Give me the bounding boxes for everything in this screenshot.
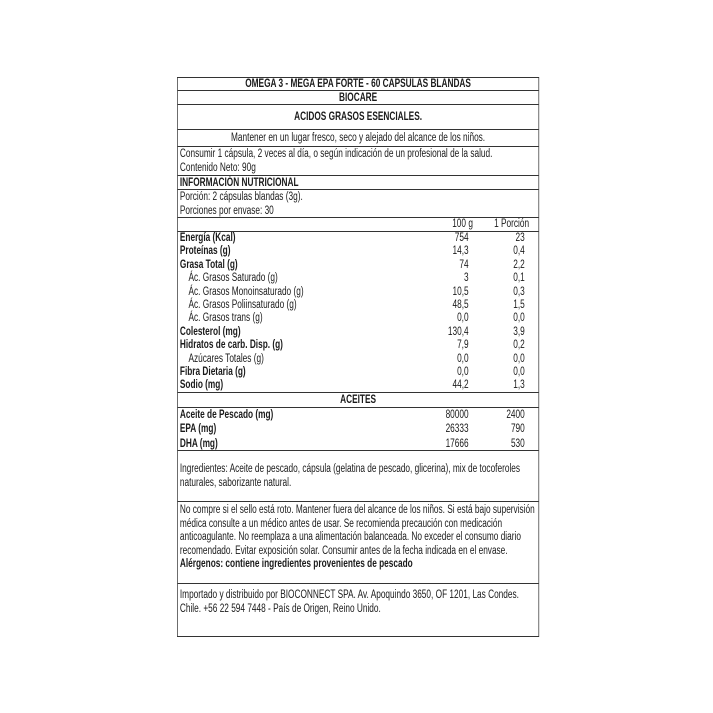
serving-size: Porción: 2 cápsulas blandas (3g). bbox=[179, 191, 303, 203]
oil-name: DHA (mg) bbox=[179, 437, 218, 450]
nutrient-row: Sodio (mg) 44,2 1,3 bbox=[180, 379, 536, 392]
storage-text: Mantener en un lugar fresco, seco y alej… bbox=[177, 130, 539, 147]
usage-text: Consumir 1 cápsula, 2 veces al día, o se… bbox=[179, 148, 493, 160]
product-title: OMEGA 3 - MEGA EPA FORTE - 60 CAPSULAS B… bbox=[177, 78, 539, 91]
nutrition-label: OMEGA 3 - MEGA EPA FORTE - 60 CAPSULAS B… bbox=[177, 77, 540, 637]
nutrient-value-100g: 48,5 bbox=[452, 298, 469, 311]
nutrient-value-100g: 44,2 bbox=[452, 379, 469, 392]
nutrient-name: Ác. Grasos Saturado (g) bbox=[188, 272, 278, 285]
nutrient-value-portion: 23 bbox=[515, 232, 525, 244]
oil-value-100g: 80000 bbox=[445, 409, 469, 421]
nutrient-value-portion: 2,2 bbox=[513, 258, 525, 271]
oil-name: EPA (mg) bbox=[179, 423, 217, 436]
nutrient-row: Proteínas (g) 14,3 0,4 bbox=[180, 245, 536, 258]
oil-row: EPA (mg) 26333 790 bbox=[180, 422, 536, 436]
serving-section: Porción: 2 cápsulas blandas (3g). Porcio… bbox=[177, 190, 539, 218]
nutrient-row: Hidratos de carb. Disp. (g) 7,9 0,2 bbox=[180, 339, 536, 352]
ingredients: Ingredientes: Aceite de pescado, cápsula… bbox=[177, 451, 539, 502]
nutrient-name: Proteínas (g) bbox=[179, 245, 231, 258]
nutrient-value-portion: 1,3 bbox=[513, 379, 525, 392]
nutrient-name: Azúcares Totales (g) bbox=[188, 352, 264, 365]
col-header-100g: 100 g bbox=[452, 218, 473, 230]
importer-text: Importado y distribuido por BIOCONNECT S… bbox=[179, 589, 519, 615]
warnings-text: No compre si el sello está roto. Mantene… bbox=[179, 504, 535, 557]
nutrient-name: Grasa Total (g) bbox=[179, 258, 238, 271]
nutrient-name: Ác. Grasos trans (g) bbox=[188, 312, 263, 325]
oil-row: Aceite de Pescado (mg) 80000 2400 bbox=[180, 408, 536, 422]
oil-value-100g: 26333 bbox=[445, 423, 469, 436]
oil-value-portion: 530 bbox=[510, 437, 525, 450]
nutrient-name: Hidratos de carb. Disp. (g) bbox=[179, 339, 283, 352]
nutrient-row: Colesterol (mg) 130,4 3,9 bbox=[180, 326, 536, 339]
nutrient-value-portion: 0,1 bbox=[513, 272, 525, 285]
subtitle: ACIDOS GRASOS ESENCIALES. bbox=[177, 105, 539, 130]
nutrient-row: Ác. Grasos Poliinsaturado (g) 48,5 1,5 bbox=[180, 299, 536, 312]
nutrient-row: Grasa Total (g) 74 2,2 bbox=[180, 259, 536, 272]
nutrient-row: Azúcares Totales (g) 0,0 0,0 bbox=[180, 353, 536, 366]
col-header-portion: 1 Porción bbox=[494, 218, 530, 230]
nutrients-table: Energía (Kcal) 754 23 Proteínas (g) 14,3 0,4 G… bbox=[177, 232, 539, 393]
nutrient-value-100g: 7,9 bbox=[457, 339, 469, 352]
oils-table: Aceite de Pescado (mg) 80000 2400 EPA (mg) 2… bbox=[177, 408, 539, 451]
nutrient-row: Ác. Grasos Saturado (g) 3 0,1 bbox=[180, 272, 536, 285]
nutrient-name: Energía (Kcal) bbox=[179, 232, 236, 244]
nutrient-value-100g: 130,4 bbox=[447, 325, 469, 338]
nutrient-value-portion: 1,5 bbox=[513, 298, 525, 311]
net-content: Contenido Neto: 90g bbox=[179, 161, 256, 174]
nutrient-name: Sodio (mg) bbox=[179, 379, 224, 392]
nutrient-value-portion: 0,0 bbox=[513, 312, 525, 325]
nutrient-value-portion: 3,9 bbox=[513, 325, 525, 338]
nutrient-name: Fibra Dietaria (g) bbox=[179, 365, 246, 378]
nutrient-value-100g: 0,0 bbox=[457, 312, 469, 325]
oil-value-portion: 790 bbox=[510, 423, 525, 436]
allergens-text: Alérgenos: contiene ingredientes proveni… bbox=[179, 558, 413, 570]
nutrient-value-100g: 74 bbox=[459, 258, 469, 271]
nutrient-value-100g: 0,0 bbox=[457, 352, 469, 365]
nutrition-heading: INFORMACIÓN NUTRICIONAL bbox=[177, 176, 539, 190]
nutrient-row: Fibra Dietaria (g) 0,0 0,0 bbox=[180, 366, 536, 379]
nutrient-value-portion: 0,2 bbox=[513, 339, 525, 352]
nutrient-row: Ác. Grasos trans (g) 0,0 0,0 bbox=[180, 312, 536, 325]
warnings-section: No compre si el sello está roto. Mantene… bbox=[177, 502, 539, 584]
nutrient-value-portion: 0,0 bbox=[513, 365, 525, 378]
nutrient-row: Ác. Grasos Monoinsaturado (g) 10,5 0,3 bbox=[180, 286, 536, 299]
nutrient-value-100g: 14,3 bbox=[452, 245, 469, 258]
nutrient-value-100g: 10,5 bbox=[452, 285, 469, 298]
brand: BIOCARE bbox=[177, 91, 539, 105]
nutrient-value-portion: 0,4 bbox=[513, 245, 525, 258]
nutrient-name: Ác. Grasos Poliinsaturado (g) bbox=[188, 298, 297, 311]
oil-value-100g: 17666 bbox=[445, 437, 469, 450]
nutrient-value-100g: 0,0 bbox=[457, 365, 469, 378]
nutrient-name: Colesterol (mg) bbox=[179, 325, 241, 338]
nutrient-value-portion: 0,0 bbox=[513, 352, 525, 365]
column-headers: 100 g 1 Porción bbox=[177, 218, 539, 232]
oils-heading: ACEITES bbox=[177, 393, 539, 408]
nutrient-value-100g: 754 bbox=[454, 232, 469, 244]
nutrient-value-100g: 3 bbox=[463, 272, 469, 285]
nutrient-name: Ác. Grasos Monoinsaturado (g) bbox=[188, 285, 304, 298]
servings-per-container: Porciones por envase: 30 bbox=[179, 204, 274, 217]
usage-section: Consumir 1 cápsula, 2 veces al día, o se… bbox=[177, 147, 539, 176]
nutrient-row: Energía (Kcal) 754 23 bbox=[180, 232, 536, 245]
oil-name: Aceite de Pescado (mg) bbox=[179, 409, 274, 421]
nutrient-value-portion: 0,3 bbox=[513, 285, 525, 298]
oil-value-portion: 2400 bbox=[506, 409, 525, 421]
oil-row: DHA (mg) 17666 530 bbox=[179, 437, 536, 450]
